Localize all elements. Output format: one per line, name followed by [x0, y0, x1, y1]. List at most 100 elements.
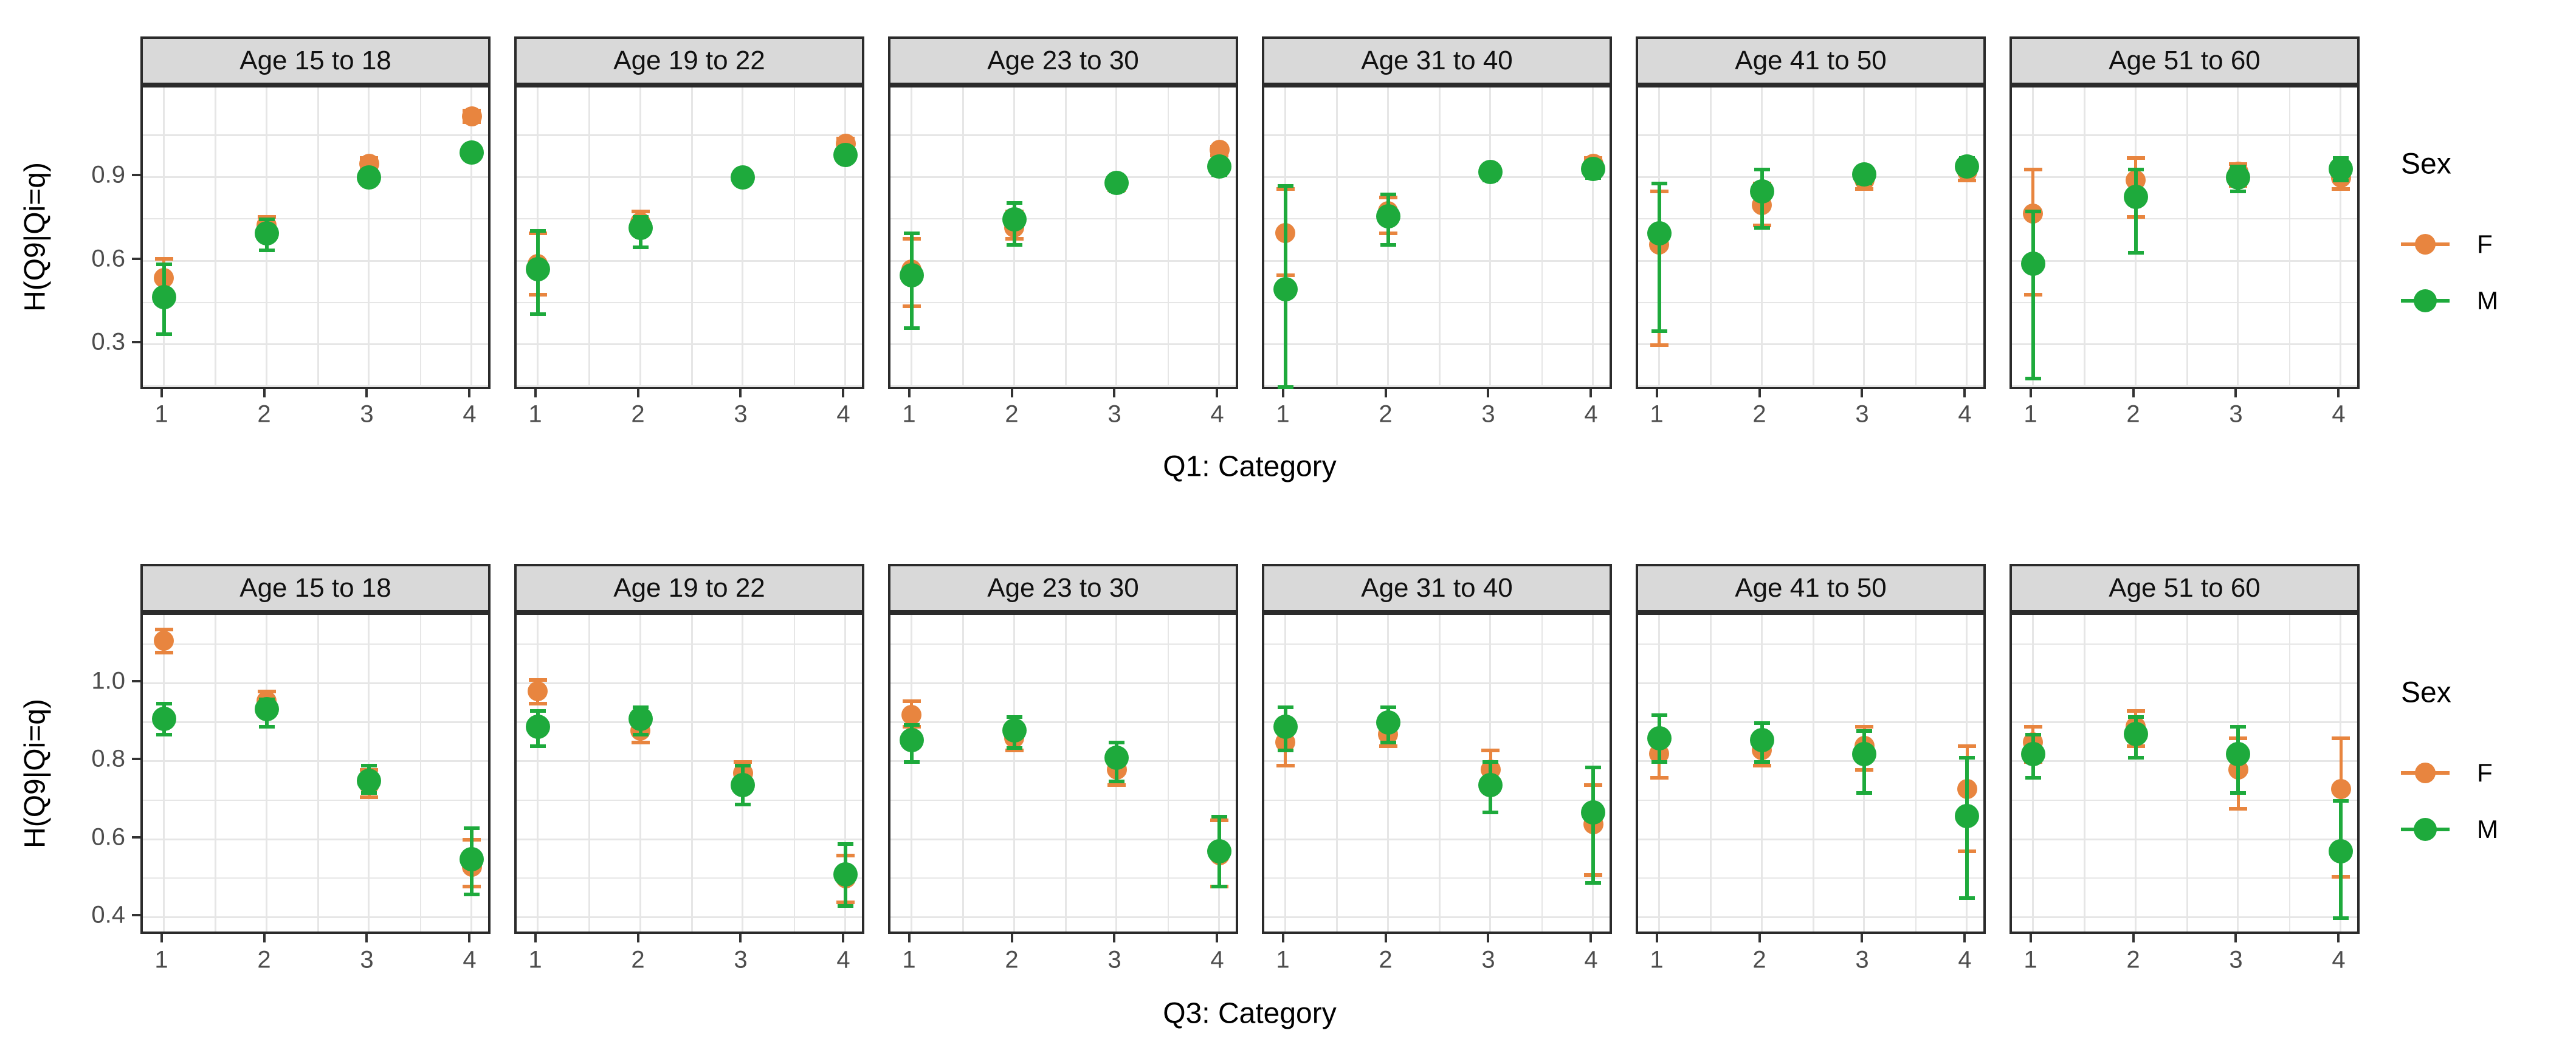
data-point-m [1273, 714, 1298, 739]
gridline-v [1541, 88, 1543, 386]
gridline-h [143, 385, 488, 387]
gridline-h [2012, 385, 2357, 387]
error-cap-m [2127, 756, 2144, 760]
x-tick [1655, 934, 1658, 942]
gridline-h [1264, 877, 1610, 879]
gridline-h [890, 682, 1236, 684]
x-tick-label: 1 [1650, 400, 1664, 428]
x-tick [263, 389, 266, 397]
gridline-h [517, 916, 862, 919]
y-tick [132, 680, 140, 682]
legend-key-dot-f [2415, 763, 2436, 783]
x-tick-label: 1 [1276, 400, 1290, 428]
gridline-h [1264, 176, 1610, 178]
gridline-v [793, 615, 796, 932]
data-point-f [154, 630, 174, 651]
error-cap-m [903, 722, 920, 727]
gridline-h [2012, 134, 2357, 136]
x-tick-label: 4 [463, 400, 477, 428]
gridline-h [143, 877, 488, 879]
gridline-h [1264, 799, 1610, 801]
error-cap-m [903, 232, 920, 236]
gridline-v [470, 88, 473, 386]
x-tick [1384, 934, 1387, 942]
gridline-h [143, 721, 488, 723]
data-point-m [151, 285, 176, 310]
gridline-h [517, 643, 862, 645]
x-tick [739, 934, 742, 942]
gridline-h [2012, 343, 2357, 346]
x-tick [1963, 389, 1966, 397]
error-cap-m [2127, 715, 2144, 719]
x-tick [1281, 389, 1284, 397]
error-cap-f [734, 760, 752, 764]
data-point-m [1955, 804, 1980, 829]
gridline-v [470, 615, 473, 932]
error-cap-m [2127, 251, 2144, 255]
error-cap-f [154, 627, 173, 631]
gridline-h [2012, 799, 2357, 801]
facet-panel [888, 85, 1238, 389]
gridline-h [517, 877, 862, 879]
y-tick-label: 0.4 [91, 901, 125, 928]
legend-key-dot-f [2415, 234, 2436, 255]
x-tick [1487, 934, 1490, 942]
error-cap-f [1958, 744, 1977, 749]
error-cap-f [2332, 736, 2350, 741]
error-cap-m [258, 725, 275, 729]
x-tick [2132, 934, 2135, 942]
y-tick-label: 0.9 [91, 161, 125, 188]
gridline-v [2134, 615, 2137, 932]
error-cap-m [1959, 756, 1975, 760]
x-tick [2234, 934, 2237, 942]
gridline-h [1638, 760, 1983, 763]
x-tick-label: 1 [2023, 946, 2037, 973]
gridline-v [317, 88, 319, 386]
gridline-v [2288, 615, 2291, 932]
x-tick-label: 1 [528, 946, 542, 973]
x-tick-label: 4 [463, 946, 477, 973]
x-tick [1281, 934, 1284, 942]
x-tick [160, 389, 163, 397]
error-cap-m [2025, 209, 2041, 213]
error-cap-f [528, 678, 547, 682]
data-point-m [1852, 741, 1877, 766]
x-tick-label: 1 [902, 946, 916, 973]
gridline-v [639, 615, 641, 932]
facet-strip: Age 19 to 22 [514, 564, 864, 612]
gridline-h [517, 301, 862, 304]
gridline-v [1065, 615, 1067, 932]
x-tick [842, 934, 845, 942]
x-tick [1010, 934, 1013, 942]
x-tick-label: 1 [902, 400, 916, 428]
error-cap-m [1109, 779, 1125, 783]
gridline-h [1264, 301, 1610, 304]
x-tick-label: 1 [528, 400, 542, 428]
data-point-m [1478, 772, 1503, 797]
y-tick [132, 257, 140, 260]
facet-strip: Age 23 to 30 [888, 36, 1238, 85]
gridline-v [588, 88, 590, 386]
gridline-h [1638, 134, 1983, 136]
data-point-m [357, 769, 382, 794]
error-cap-f [2126, 709, 2145, 713]
error-bar-m [2031, 211, 2035, 379]
facet-panel [1636, 85, 1986, 389]
legend-label-f: F [2477, 758, 2493, 787]
gridline-h [1638, 259, 1983, 262]
error-bar-m [1657, 183, 1661, 331]
error-cap-m [529, 709, 546, 713]
gridline-h [1638, 877, 1983, 879]
y-tick [132, 758, 140, 761]
gridline-h [1264, 760, 1610, 763]
error-cap-m [632, 732, 649, 736]
gridline-v [1336, 615, 1338, 932]
error-cap-m [258, 218, 275, 222]
gridline-h [2012, 838, 2357, 840]
data-point-f [901, 704, 922, 725]
error-cap-m [529, 744, 546, 749]
error-cap-m [903, 760, 920, 764]
facet-strip: Age 31 to 40 [1262, 36, 1612, 85]
gridline-h [517, 218, 862, 220]
x-tick-label: 3 [734, 400, 748, 428]
